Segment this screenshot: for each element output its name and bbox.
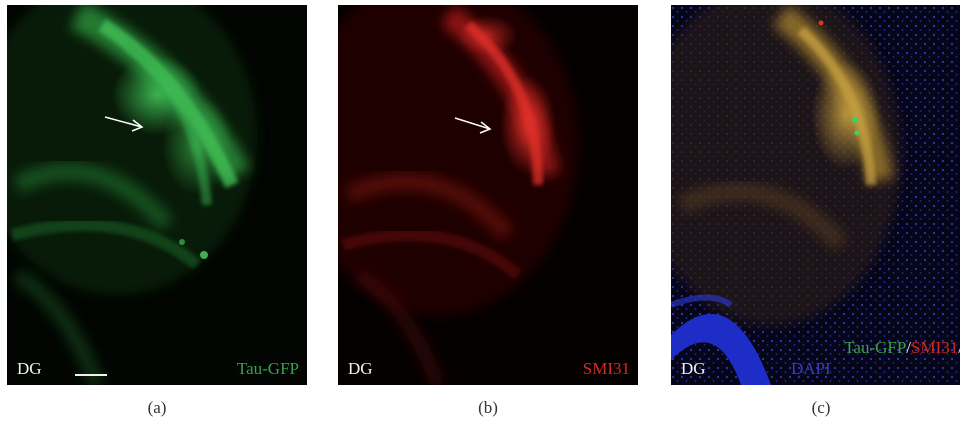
merge-label-smi31: SMI31 bbox=[911, 338, 959, 357]
arrow-shaft bbox=[454, 117, 491, 130]
merge-label-top: Tau-GFP/SMI31/ bbox=[844, 339, 960, 356]
arrow-shaft bbox=[104, 116, 143, 128]
tau-gfp-micrograph bbox=[7, 5, 307, 385]
caption-a: (a) bbox=[147, 398, 167, 417]
scale-bar bbox=[75, 374, 107, 376]
caption-c: (c) bbox=[811, 398, 831, 417]
panel-merge: DG Tau-GFP/SMI31/ DAPI bbox=[671, 5, 960, 385]
panel-tau-gfp: DG Tau-GFP bbox=[7, 5, 307, 385]
region-label-dg: DG bbox=[348, 359, 373, 378]
smi31-micrograph bbox=[338, 5, 638, 385]
merge-label-dapi: DAPI bbox=[791, 359, 831, 378]
panel-smi31: DG SMI31 bbox=[338, 5, 638, 385]
merge-label-separator: / bbox=[906, 338, 912, 357]
arrow-icon bbox=[479, 121, 492, 134]
merge-label-tau-gfp: Tau-GFP bbox=[844, 338, 907, 357]
region-label-dg: DG bbox=[681, 359, 706, 378]
marker-label-smi31: SMI31 bbox=[582, 359, 630, 378]
arrow-icon bbox=[131, 119, 144, 132]
merge-micrograph bbox=[671, 5, 960, 385]
merge-label-separator: / bbox=[958, 338, 960, 357]
caption-b: (b) bbox=[478, 398, 498, 417]
region-label-dg: DG bbox=[17, 359, 42, 378]
marker-label-tau-gfp: Tau-GFP bbox=[236, 359, 299, 378]
